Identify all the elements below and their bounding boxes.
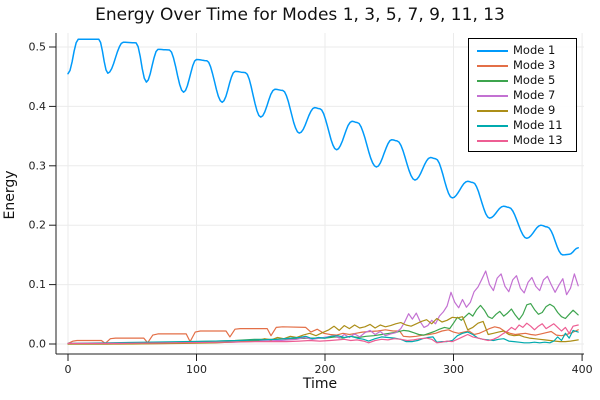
legend-item-mode-3: Mode 3 — [469, 58, 576, 73]
y-tick-label: 0.2 — [29, 219, 47, 232]
y-tick-label: 0.3 — [29, 159, 47, 172]
legend-label: Mode 13 — [513, 133, 563, 147]
x-axis-label: Time — [302, 376, 338, 392]
series-line-mode-11 — [67, 329, 579, 344]
legend-label: Mode 11 — [513, 118, 563, 132]
legend-box: Mode 1 Mode 3 Mode 5 Mode 7 Mode 9 Mode 11 Mod… — [468, 38, 577, 152]
legend-line-sample — [477, 94, 508, 97]
x-tick-label: 200 — [315, 363, 336, 376]
legend-label: Mode 7 — [513, 88, 556, 102]
x-tick-label: 100 — [186, 363, 207, 376]
legend-item-mode-5: Mode 5 — [469, 73, 576, 88]
legend-item-mode-9: Mode 9 — [469, 103, 576, 118]
legend-line-sample — [477, 64, 508, 67]
legend-item-mode-1: Mode 1 — [469, 43, 576, 58]
y-tick-label: 0.4 — [29, 100, 47, 113]
legend-line-sample — [477, 109, 508, 112]
series-line-mode-9 — [67, 316, 579, 345]
legend-label: Mode 9 — [513, 103, 556, 117]
series-line-mode-3 — [67, 326, 579, 344]
legend-item-mode-13: Mode 13 — [469, 133, 576, 148]
y-tick-label: 0.1 — [29, 278, 47, 291]
x-tick-label: 400 — [572, 363, 593, 376]
y-tick-label: 0.5 — [29, 41, 47, 54]
chart-title: Energy Over Time for Modes 1, 3, 5, 7, 9… — [95, 5, 505, 25]
legend-item-mode-11: Mode 11 — [469, 118, 576, 133]
y-tick-label: 0.0 — [29, 338, 47, 351]
legend-line-sample — [477, 124, 508, 127]
series-line-mode-13 — [67, 322, 579, 344]
legend-line-sample — [477, 139, 508, 142]
series-line-mode-1 — [67, 38, 579, 256]
legend-label: Mode 1 — [513, 43, 556, 57]
x-tick-label: 0 — [65, 363, 72, 376]
legend-line-sample — [477, 49, 508, 52]
legend-label: Mode 5 — [513, 73, 556, 87]
x-tick-label: 300 — [443, 363, 464, 376]
legend-item-mode-7: Mode 7 — [469, 88, 576, 103]
legend-label: Mode 3 — [513, 58, 556, 72]
legend-line-sample — [477, 79, 508, 82]
